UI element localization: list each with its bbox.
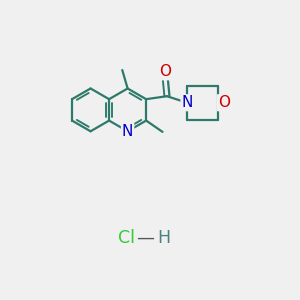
Text: —: — <box>136 229 154 247</box>
Text: O: O <box>218 95 230 110</box>
Text: N: N <box>182 95 193 110</box>
Text: H: H <box>157 229 170 247</box>
Text: O: O <box>159 64 171 79</box>
Text: N: N <box>122 124 133 139</box>
Text: Cl: Cl <box>118 229 135 247</box>
